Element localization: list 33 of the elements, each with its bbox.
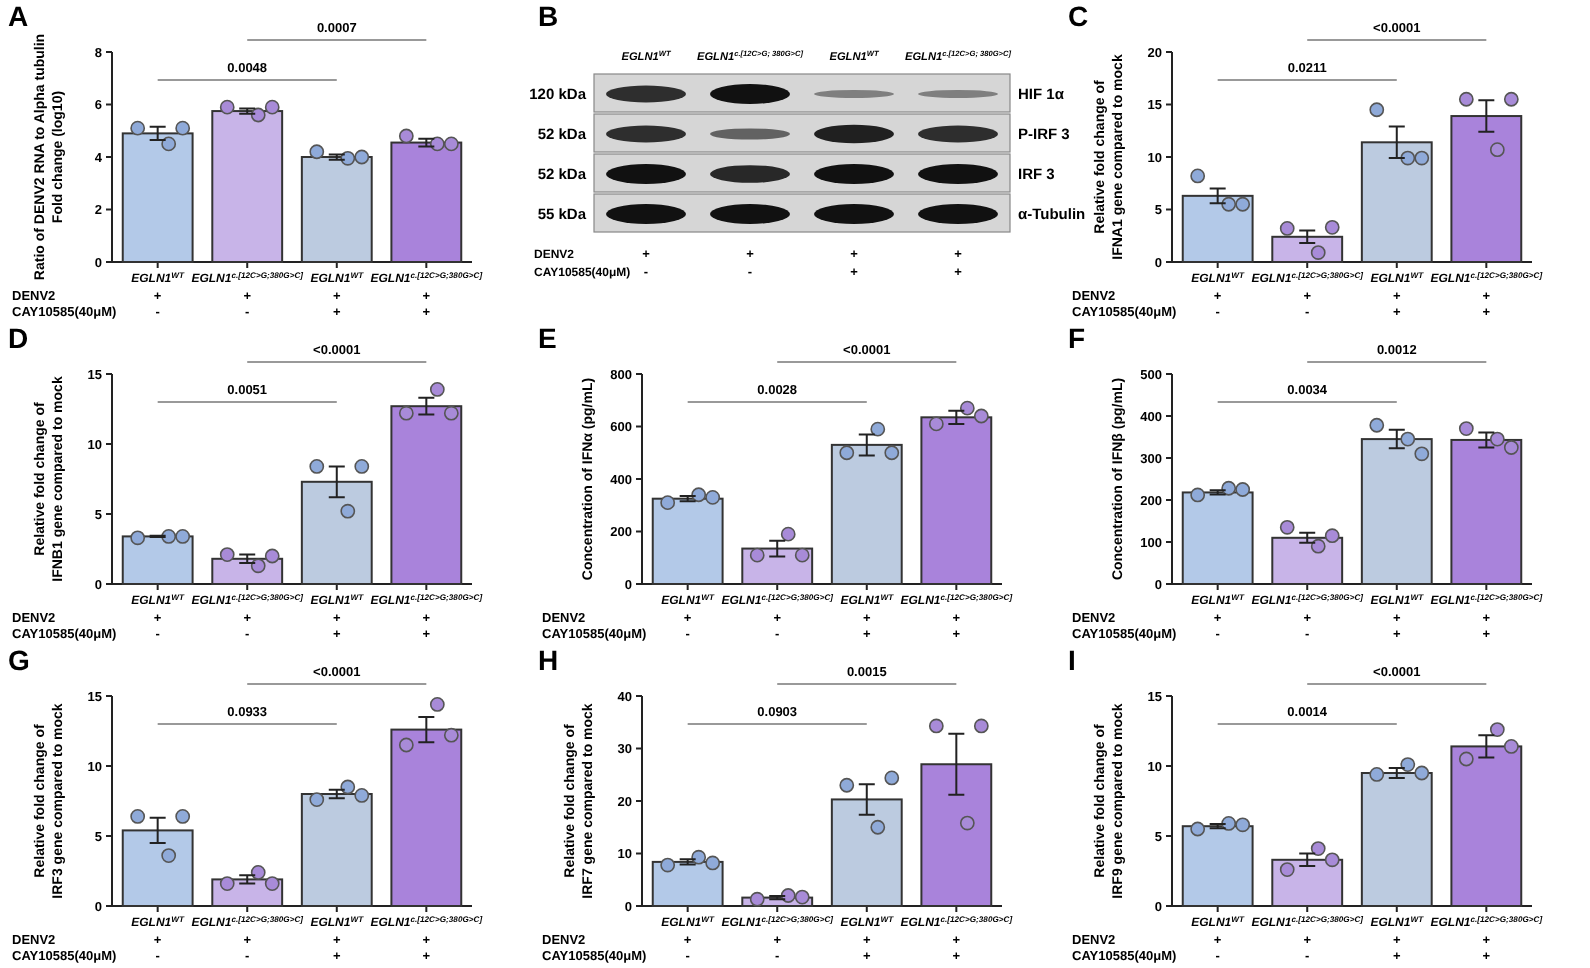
bar	[121, 829, 194, 907]
bar	[300, 480, 373, 585]
chart-title: I	[1068, 644, 1076, 676]
bar	[121, 535, 194, 585]
text: B	[538, 0, 559, 32]
bar	[121, 132, 194, 263]
bar	[830, 443, 903, 585]
bar	[1360, 438, 1433, 585]
bar	[300, 793, 373, 907]
bar	[920, 763, 993, 907]
bar	[830, 798, 903, 907]
bar	[1450, 745, 1523, 907]
bar	[1181, 825, 1254, 907]
bar	[390, 405, 463, 585]
chart-title: C	[1068, 0, 1089, 32]
chart-title: H	[538, 644, 559, 676]
bar	[390, 728, 463, 907]
chart-title: F	[1068, 322, 1086, 354]
chart-title: A	[8, 0, 29, 32]
bar	[211, 110, 284, 263]
bar	[1181, 491, 1254, 585]
bar	[300, 156, 373, 263]
bar	[1360, 772, 1433, 907]
chart-title: G	[8, 644, 30, 676]
chart-title: D	[8, 322, 29, 354]
bar	[1360, 141, 1433, 263]
bar	[1271, 536, 1344, 585]
bar	[1271, 858, 1344, 907]
chart-title: E	[538, 322, 557, 354]
bar	[1450, 115, 1523, 263]
bar	[651, 497, 724, 585]
bar	[1181, 194, 1254, 263]
bar	[651, 860, 724, 907]
